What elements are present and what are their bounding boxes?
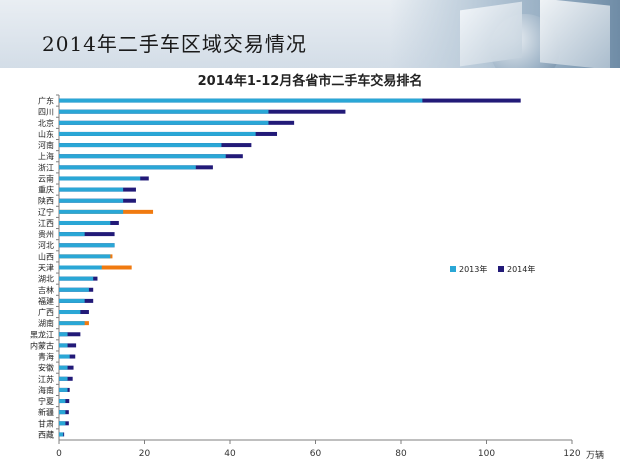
bar-2013	[59, 143, 222, 148]
bar-2013	[59, 365, 68, 370]
bar-2013	[59, 209, 124, 214]
y-category-label: 河北	[38, 240, 54, 250]
y-category-label: 内蒙古	[30, 340, 54, 350]
x-tick-label: 0	[56, 449, 62, 459]
bar-2014	[59, 232, 115, 237]
slide-title: 2014年二手车区域交易情况	[42, 32, 307, 56]
bar-2013	[59, 220, 111, 225]
y-category-label: 重庆	[38, 185, 54, 195]
x-tick-label: 80	[395, 449, 407, 459]
legend-label-2013: 2013年	[459, 264, 487, 274]
y-category-label: 山西	[38, 251, 54, 261]
y-category-label: 青海	[38, 352, 54, 362]
y-category-label: 浙江	[38, 162, 54, 172]
legend-swatch-2014	[498, 266, 504, 272]
y-category-label: 安徽	[38, 363, 54, 373]
bar-2013	[59, 298, 85, 303]
y-category-label: 西藏	[38, 429, 54, 439]
y-category-label: 辽宁	[38, 207, 54, 217]
bar-2013	[59, 109, 269, 114]
bar-2013	[59, 120, 269, 125]
y-category-label: 广西	[38, 307, 54, 317]
y-category-label: 福建	[38, 296, 54, 306]
bar-2013	[59, 232, 85, 237]
y-category-label: 海南	[38, 385, 54, 395]
bar-2014	[59, 332, 81, 337]
y-category-label: 山东	[38, 129, 54, 139]
y-category-label: 江西	[38, 219, 54, 228]
legend-label-2014: 2014年	[507, 264, 535, 274]
y-category-label: 北京	[38, 118, 54, 128]
y-category-label: 云南	[38, 173, 54, 183]
y-category-label: 天津	[38, 263, 54, 273]
bar-2013	[59, 98, 423, 103]
bar-2013	[59, 343, 68, 348]
legend-swatch-2013	[450, 266, 456, 272]
bar-2013	[59, 287, 89, 292]
y-category-label: 上海	[38, 151, 54, 161]
y-category-label: 贵州	[38, 229, 54, 239]
y-category-label: 河南	[38, 140, 54, 150]
y-category-label: 湖南	[38, 318, 54, 328]
y-category-label: 湖北	[38, 275, 54, 284]
x-tick-label: 100	[478, 449, 495, 459]
bar-2013	[59, 254, 111, 259]
bar-2013	[59, 432, 64, 437]
x-unit-label: 万辆	[586, 449, 604, 461]
bar-2013	[59, 131, 256, 136]
bar-2013	[59, 265, 102, 270]
y-category-label: 甘肃	[38, 418, 54, 428]
bar-2013	[59, 154, 226, 159]
y-category-label: 黑龙江	[30, 329, 54, 339]
y-category-label: 宁夏	[38, 396, 54, 406]
y-category-label: 江苏	[38, 374, 54, 384]
banner-decoration-image	[390, 0, 620, 68]
bar-2013	[59, 187, 124, 192]
bar-2013	[59, 176, 141, 181]
bar-2013	[59, 198, 124, 203]
y-category-label: 新疆	[38, 407, 54, 417]
x-tick-label: 60	[310, 449, 322, 459]
bar-2013	[59, 165, 196, 170]
bar-2013	[59, 387, 68, 392]
bar-2013	[59, 421, 66, 426]
x-tick-label: 120	[563, 449, 580, 459]
bar-2013	[59, 399, 66, 404]
bar-2013	[59, 321, 85, 326]
y-category-label: 陕西	[38, 196, 54, 206]
chart-title: 2014年1-12月各省市二手车交易排名	[197, 74, 423, 89]
bar-2013	[59, 376, 68, 381]
bar-2013	[59, 332, 68, 337]
bar-2013	[59, 310, 81, 315]
bar-2013	[59, 276, 94, 281]
y-category-label: 四川	[38, 108, 54, 117]
bar-2013	[59, 243, 115, 248]
bar-2013	[59, 410, 66, 415]
x-tick-label: 20	[139, 449, 151, 459]
bar-2013	[59, 354, 70, 359]
x-tick-label: 40	[224, 449, 236, 459]
header-banner: 2014年二手车区域交易情况	[0, 0, 620, 68]
y-category-label: 吉林	[38, 285, 54, 295]
y-category-label: 广东	[38, 96, 54, 106]
